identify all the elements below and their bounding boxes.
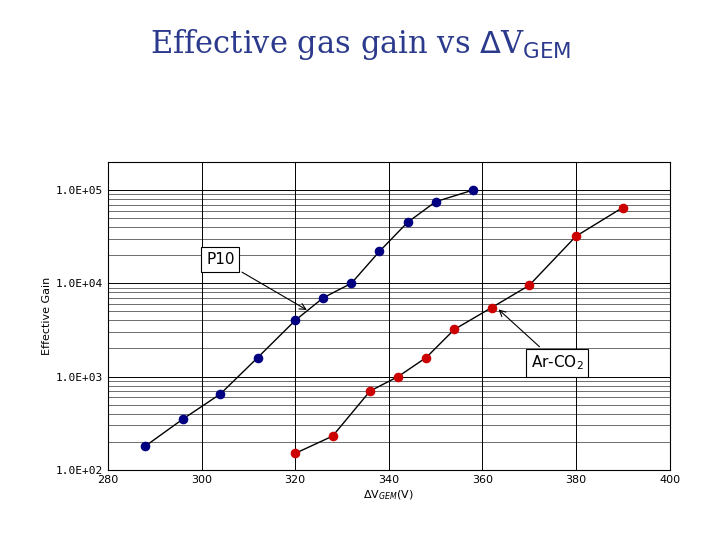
Text: P10: P10	[206, 252, 306, 309]
Point	[486, 303, 498, 312]
Point	[570, 232, 582, 240]
Text: Ar-CO$_2$: Ar-CO$_2$	[500, 310, 584, 372]
Point	[177, 415, 189, 423]
Point	[430, 198, 441, 206]
Point	[374, 247, 385, 256]
Point	[140, 442, 151, 450]
Point	[289, 449, 301, 458]
Point	[318, 293, 329, 302]
Point	[392, 372, 404, 381]
Point	[402, 218, 413, 227]
Point	[420, 353, 432, 362]
Point	[523, 281, 535, 289]
X-axis label: ΔV$_{GEM}$(V): ΔV$_{GEM}$(V)	[364, 489, 414, 502]
Point	[467, 186, 479, 194]
Point	[617, 203, 629, 212]
Point	[215, 390, 226, 399]
Point	[364, 387, 376, 395]
Point	[327, 432, 338, 441]
Text: Effective gas gain vs $\Delta$V$_{\rm GEM}$: Effective gas gain vs $\Delta$V$_{\rm GE…	[150, 27, 570, 62]
Y-axis label: Effective Gain: Effective Gain	[42, 277, 52, 355]
Point	[449, 325, 460, 334]
Point	[346, 279, 357, 288]
Point	[289, 316, 301, 325]
Point	[252, 353, 264, 362]
